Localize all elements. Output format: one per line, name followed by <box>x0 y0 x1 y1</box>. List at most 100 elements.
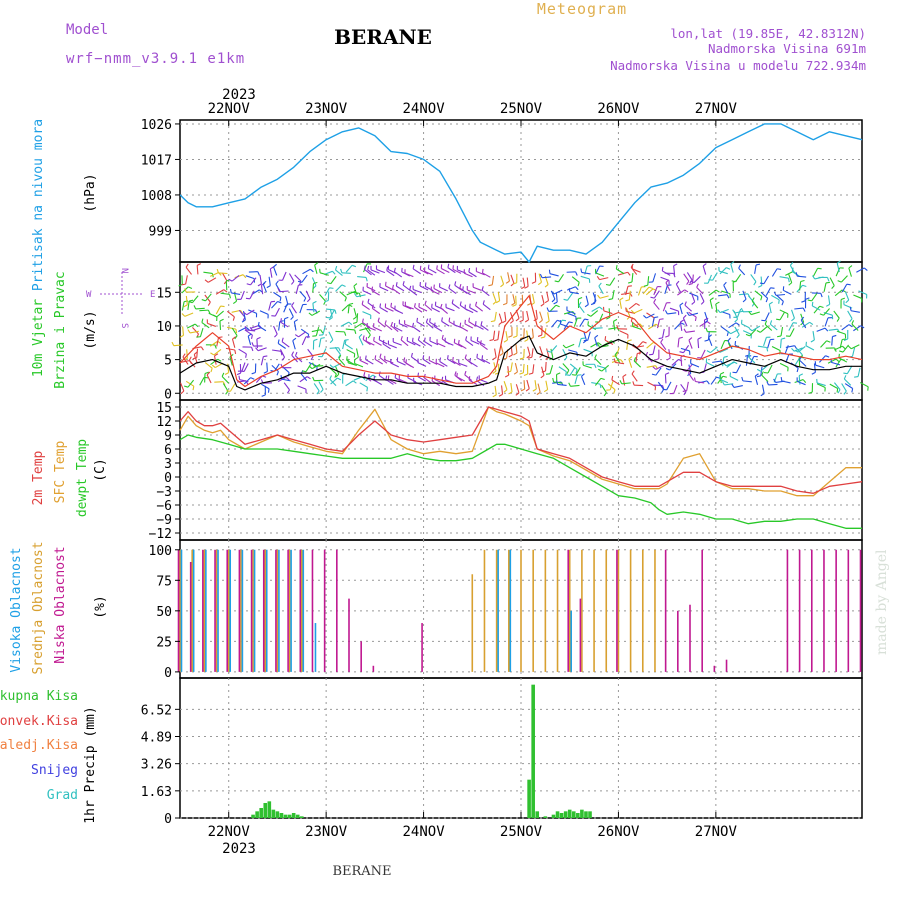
wind-barb-flag <box>267 286 271 288</box>
wind-barb <box>183 326 184 335</box>
precip-bar <box>296 815 300 818</box>
wind-barb-flag <box>761 296 762 300</box>
wind-barb <box>843 345 848 352</box>
wind-barb <box>511 275 514 283</box>
wind-barb-flag <box>609 299 613 300</box>
wind-barb-flag <box>221 306 225 307</box>
precip-tick-label: 4.89 <box>141 731 172 746</box>
wind-barb-flag <box>359 334 362 337</box>
wind-barb-flag <box>186 264 188 267</box>
wind-barb <box>197 349 198 358</box>
wind-barb <box>667 313 676 314</box>
wind-barb <box>380 287 388 291</box>
wind-barb <box>694 276 700 282</box>
wind-barb <box>848 311 853 319</box>
wind-barb-flag <box>692 302 695 305</box>
top-day-label: 23NOV <box>305 101 348 117</box>
wind-barbs <box>172 261 868 397</box>
wind-barb-flag <box>520 373 524 374</box>
precip-legend: Ukupna Kisa Konvek.Kisa Zaledj.Kisa Snij… <box>0 689 78 803</box>
temp-tick-label: −9 <box>156 513 172 528</box>
wind-barb <box>834 311 839 318</box>
wind-barb-flag <box>362 301 363 305</box>
wind-barb-flag <box>595 355 597 359</box>
wind-barb-flag <box>528 357 532 358</box>
wind-barb-flag <box>757 330 761 332</box>
precip-bar <box>251 815 255 818</box>
wind-barb-flag <box>459 340 460 344</box>
temp-label-sfc: SFC Temp <box>53 441 68 504</box>
wind-barb-flag <box>500 353 503 355</box>
precip-bar <box>259 808 263 818</box>
wind-barb <box>524 380 525 389</box>
cloud-tick-label: 50 <box>156 605 172 620</box>
wind-barb-flag <box>743 299 746 302</box>
wind-barb-flag <box>337 378 341 380</box>
wind-barb-flag <box>718 310 721 313</box>
wind-barb-flag <box>394 268 395 272</box>
wind-barb-flag <box>499 394 503 396</box>
wind-barb-flag <box>689 284 693 285</box>
wind-barb-flag <box>595 364 597 368</box>
precip-tick-label: 0 <box>164 812 172 827</box>
wind-barb-flag <box>321 389 324 392</box>
model-altitude-label: Nadmorska Visina u modelu 722.934m <box>610 58 866 73</box>
wind-barb <box>614 321 615 330</box>
wind-barb-flag <box>512 305 516 307</box>
wind-barb <box>561 324 570 327</box>
wind-barb-flag <box>781 338 785 339</box>
wind-barb <box>341 322 349 326</box>
precip-frame <box>180 678 862 818</box>
model-name: wrf−nmm_v3.9.1 e1km <box>66 51 245 67</box>
altitude-label: Nadmorska Visina 691m <box>708 41 866 56</box>
wind-barb <box>511 383 512 392</box>
wind-barb <box>357 313 358 322</box>
wind-barb-flag <box>304 298 306 302</box>
wind-barb-flag <box>374 337 375 341</box>
wind-barb <box>813 331 814 340</box>
wind-barb-flag <box>628 272 630 275</box>
wind-barb-flag <box>521 389 525 391</box>
precip-bar <box>268 801 272 818</box>
wind-barb <box>346 265 352 272</box>
bottom-day-label: 25NOV <box>500 824 543 840</box>
wind-barb <box>362 305 369 310</box>
wind-barb-flag <box>293 338 296 340</box>
wind-barb-flag <box>652 374 656 375</box>
wind-barb-flag <box>274 334 277 337</box>
wind-barb <box>260 275 261 284</box>
temp-unit: (C) <box>93 458 108 481</box>
pressure-tick-label: 1026 <box>141 118 172 133</box>
wind-barb-flag <box>465 371 466 375</box>
wind-barb <box>588 332 591 341</box>
wind-barb-flag <box>827 341 831 342</box>
wind-barb-flag <box>264 372 268 374</box>
temp-tick-label: 9 <box>164 429 172 444</box>
wind-barb-flag <box>525 286 529 288</box>
chart-title: BERANE <box>334 25 432 49</box>
wind-barb <box>781 339 782 348</box>
wind-barb <box>292 306 297 314</box>
wind-barb-flag <box>781 377 782 381</box>
chart-subtitle: Meteogram <box>537 0 627 18</box>
wind-barb <box>199 310 208 311</box>
wind-barb <box>542 277 551 278</box>
wind-barb <box>329 332 333 340</box>
wind-barb-flag <box>598 369 602 371</box>
wind-barb <box>476 306 483 311</box>
wind-barb-flag <box>757 369 761 371</box>
wind-barb-flag <box>674 264 678 266</box>
wind-barb <box>493 331 494 340</box>
wind-barb-flag <box>557 373 561 375</box>
wind-barb-flag <box>825 328 828 331</box>
wind-barb-flag <box>529 373 533 374</box>
wind-barb <box>527 380 529 389</box>
wind-barb <box>354 308 356 317</box>
wind-barb-flag <box>460 284 461 288</box>
wind-barb <box>654 303 660 310</box>
wind-barb <box>394 272 401 277</box>
wind-barb <box>710 300 712 309</box>
wind-barb-flag <box>257 337 261 339</box>
wind-barb-flag <box>754 282 756 285</box>
